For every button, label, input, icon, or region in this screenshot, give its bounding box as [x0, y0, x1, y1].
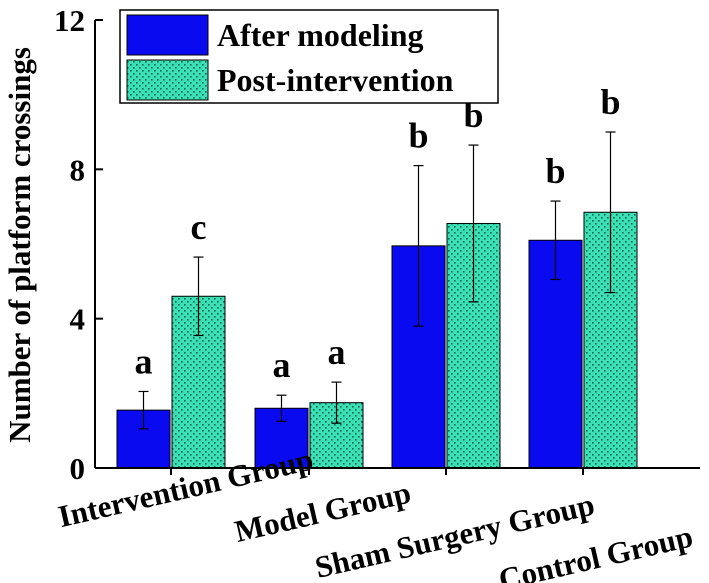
significance-label-after-modeling-intervention-group: a — [135, 341, 153, 381]
legend-label-post-intervention: Post-intervention — [217, 62, 454, 98]
significance-label-after-modeling-sham-surgery-group: b — [408, 116, 428, 156]
y-tick-label-0: 0 — [70, 451, 86, 486]
y-tick-label-4: 4 — [70, 302, 86, 337]
significance-label-post-intervention-intervention-group: c — [191, 207, 207, 247]
significance-label-post-intervention-sham-surgery-group: b — [463, 95, 483, 135]
y-tick-label-12: 12 — [54, 3, 85, 38]
legend-swatch-post-intervention — [126, 59, 209, 101]
y-tick-label-8: 8 — [70, 152, 86, 187]
significance-label-post-intervention-model-group: a — [328, 332, 346, 372]
significance-label-post-intervention-control-group: b — [600, 82, 620, 122]
significance-label-after-modeling-model-group: a — [273, 345, 291, 385]
y-axis-label: Number of platform crossings — [2, 47, 37, 443]
legend: After modeling Post-intervention — [119, 9, 499, 104]
significance-label-after-modeling-control-group: b — [545, 151, 565, 191]
legend-swatch-after-modeling — [126, 14, 209, 56]
legend-label-after-modeling: After modeling — [217, 17, 423, 53]
